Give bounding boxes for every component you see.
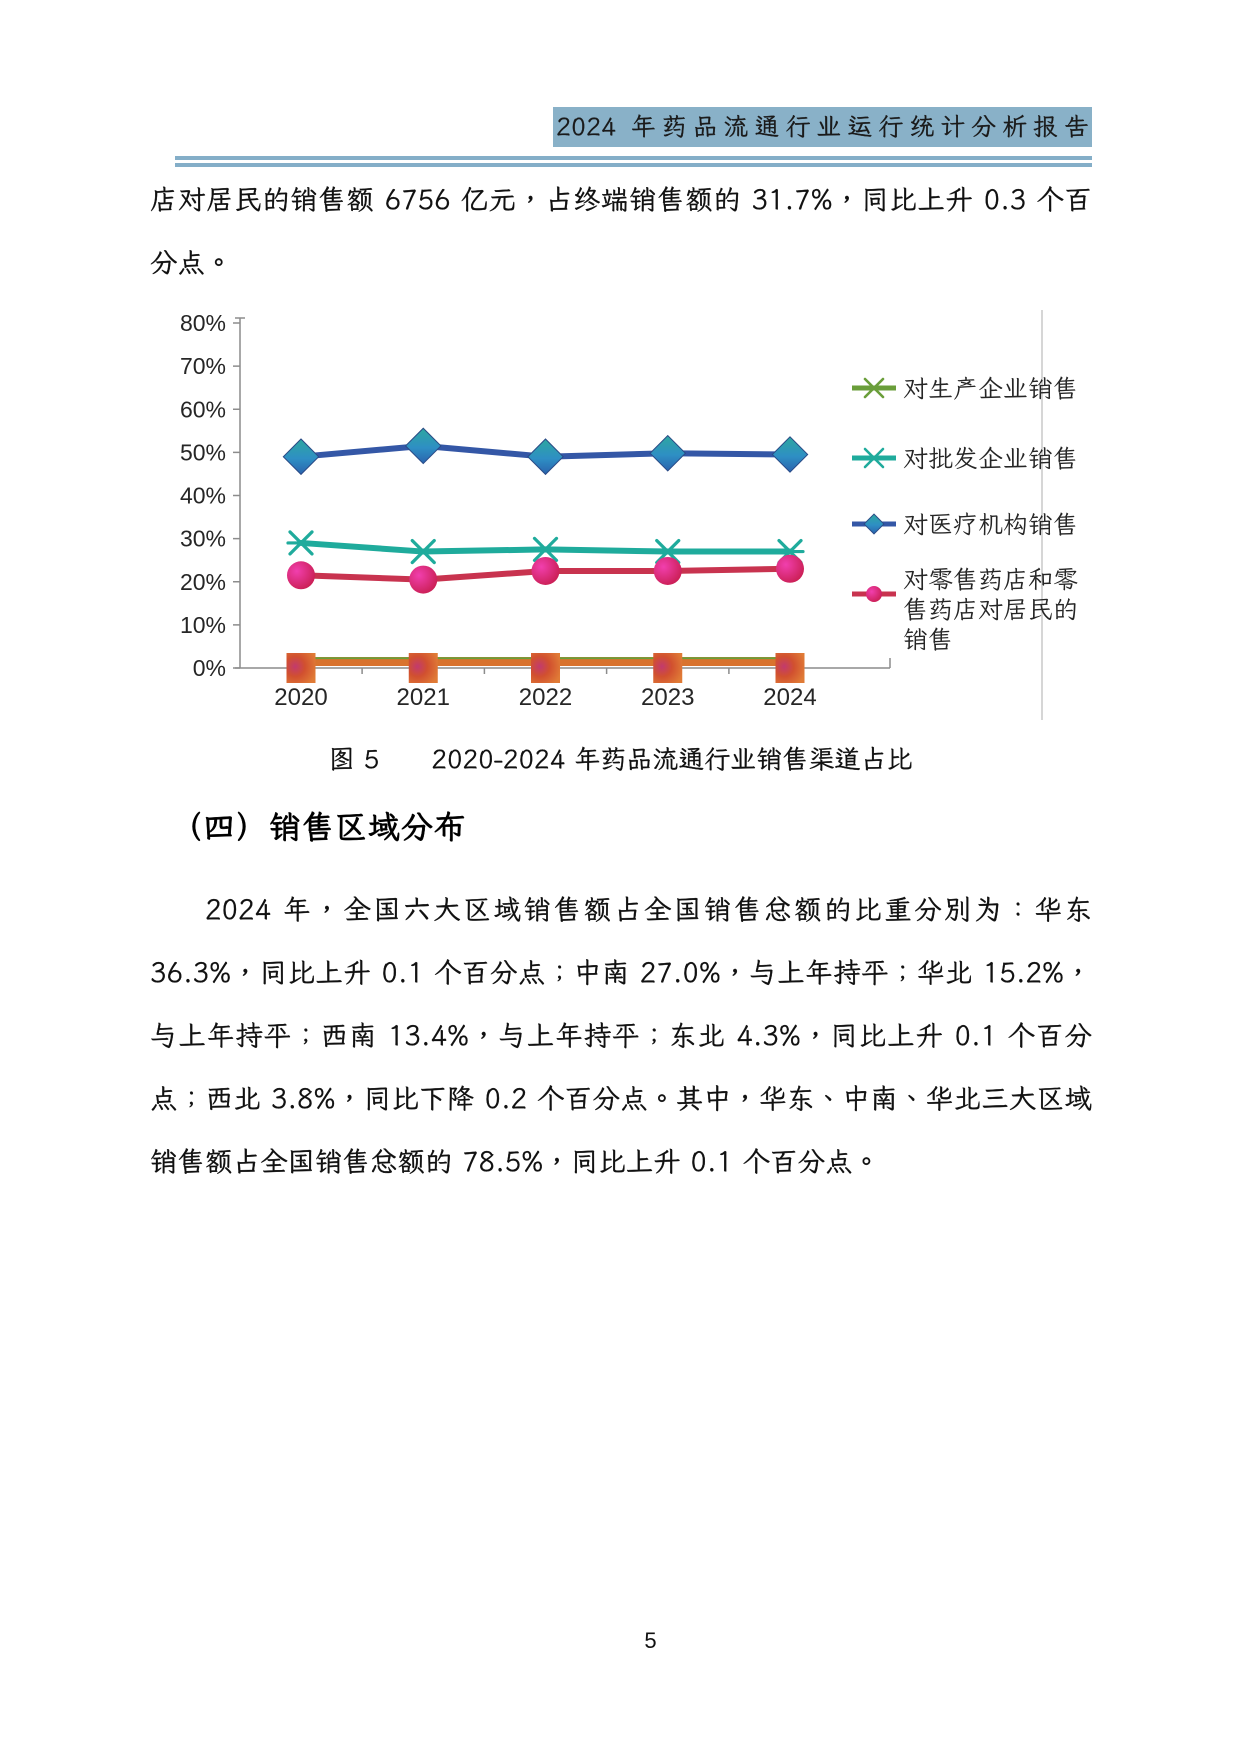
svg-text:20%: 20% bbox=[180, 569, 226, 595]
svg-text:70%: 70% bbox=[180, 353, 226, 379]
svg-text:50%: 50% bbox=[180, 439, 226, 465]
svg-text:0%: 0% bbox=[193, 655, 226, 681]
svg-text:对批发企业销售: 对批发企业销售 bbox=[903, 442, 1078, 475]
svg-text:60%: 60% bbox=[180, 396, 226, 422]
svg-text:40%: 40% bbox=[180, 483, 226, 509]
svg-text:2024: 2024 bbox=[763, 684, 816, 711]
svg-text:2023: 2023 bbox=[641, 684, 694, 711]
svg-text:10%: 10% bbox=[180, 612, 226, 638]
svg-text:售药店对居民的: 售药店对居民的 bbox=[903, 593, 1078, 626]
svg-text:2020: 2020 bbox=[274, 684, 327, 711]
svg-text:30%: 30% bbox=[180, 526, 226, 552]
svg-text:对零售药店和零: 对零售药店和零 bbox=[903, 563, 1078, 596]
svg-text:2022: 2022 bbox=[519, 684, 572, 711]
svg-text:销售: 销售 bbox=[903, 623, 953, 656]
svg-text:对生产企业销售: 对生产企业销售 bbox=[903, 372, 1078, 405]
svg-text:2021: 2021 bbox=[397, 684, 450, 711]
svg-text:对医疗机构销售: 对医疗机构销售 bbox=[903, 508, 1078, 541]
svg-text:80%: 80% bbox=[180, 310, 226, 336]
